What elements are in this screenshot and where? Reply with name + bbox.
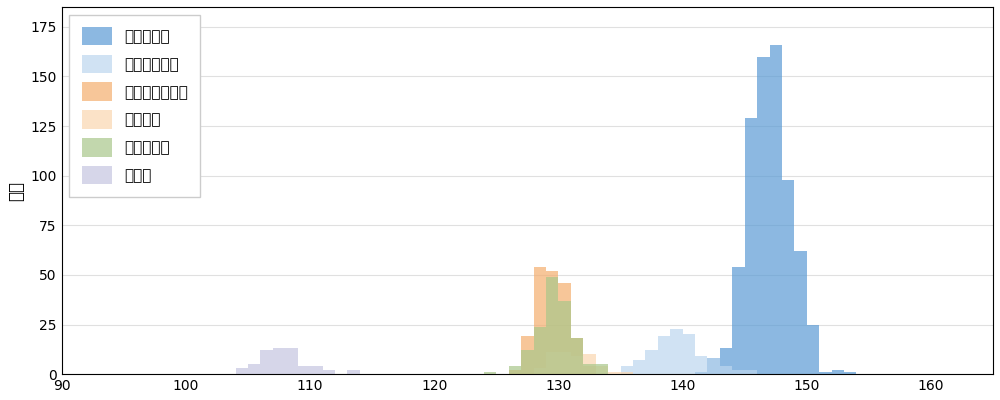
Bar [621,372,633,374]
Bar [558,301,571,374]
Bar [695,372,707,374]
Bar [596,366,608,374]
Bar [745,118,757,374]
Bar [770,45,782,374]
Bar [583,354,596,374]
Bar [732,267,745,374]
Legend: ストレート, カットボール, チェンジアップ, シンカー, スライダー, カーブ: ストレート, カットボール, チェンジアップ, シンカー, スライダー, カーブ [69,14,200,197]
Bar [521,350,534,374]
Bar [546,352,558,374]
Bar [670,328,683,374]
Bar [558,352,571,374]
Bar [707,358,720,374]
Bar [509,366,521,374]
Bar [571,356,583,374]
Bar [732,370,745,374]
Bar [260,350,273,374]
Bar [633,360,645,374]
Bar [484,372,496,374]
Bar [546,277,558,374]
Bar [745,370,757,374]
Bar [571,338,583,374]
Bar [558,283,571,374]
Bar [695,356,707,374]
Bar [720,348,732,374]
Bar [534,368,546,374]
Y-axis label: 球数: 球数 [7,180,25,200]
Bar [596,364,608,374]
Bar [794,251,807,374]
Bar [807,324,819,374]
Bar [285,348,298,374]
Bar [757,56,770,374]
Bar [236,368,248,374]
Bar [621,366,633,374]
Bar [534,326,546,374]
Bar [844,372,856,374]
Bar [248,364,260,374]
Bar [658,336,670,374]
Bar [583,366,596,374]
Bar [608,372,621,374]
Bar [832,370,844,374]
Bar [310,366,323,374]
Bar [683,334,695,374]
Bar [323,370,335,374]
Bar [534,267,546,374]
Bar [720,366,732,374]
Bar [273,348,285,374]
Bar [645,350,658,374]
Bar [347,370,360,374]
Bar [509,370,521,374]
Bar [521,336,534,374]
Bar [707,358,720,374]
Bar [819,372,832,374]
Bar [583,364,596,374]
Bar [782,180,794,374]
Bar [546,271,558,374]
Bar [298,366,310,374]
Bar [571,338,583,374]
